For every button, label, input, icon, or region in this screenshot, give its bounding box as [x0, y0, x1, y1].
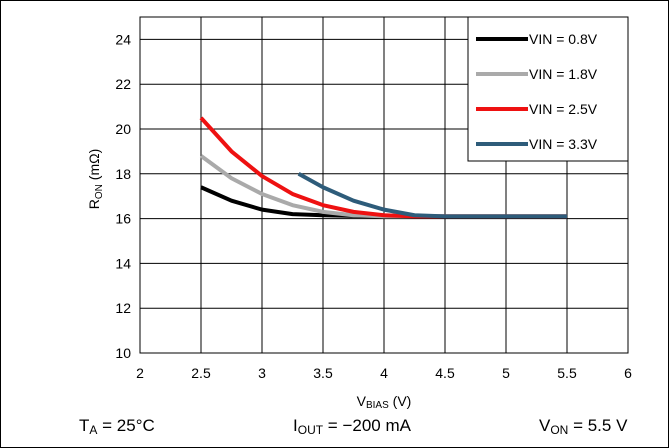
x-axis-label: VBIAS (V): [357, 393, 412, 411]
y-axis-label-sub: ON: [94, 184, 105, 199]
x-axis-label-unit: (V): [389, 393, 412, 409]
plot-area-border: [139, 16, 629, 354]
y-axis-label: RON (mΩ): [86, 149, 105, 209]
x-tick-label: 2.5: [191, 365, 211, 381]
condition-ta-sub: A: [89, 423, 98, 437]
condition-von-value: = 5.5 V: [568, 416, 628, 435]
y-tick-label: 18: [115, 166, 131, 182]
y-tick-label: 24: [115, 31, 131, 47]
y-tick-label: 14: [115, 255, 131, 271]
tick-labels: 2 2.5 3 3.5 4 4.5 5 5.5 6 10 12 14 16 18 20 22 24: [115, 31, 632, 381]
condition-von-sub: ON: [550, 423, 569, 437]
x-tick-label: 2: [136, 365, 144, 381]
legend-label-2: VIN = 2.5V: [529, 101, 598, 117]
condition-iout-main: I: [293, 416, 298, 435]
series-lines: [199, 116, 567, 219]
x-tick-label: 3: [258, 365, 266, 381]
y-tick-label: 12: [115, 300, 131, 316]
x-tick-label: 3.5: [313, 365, 333, 381]
y-tick-label: 20: [115, 121, 131, 137]
y-tick-label: 22: [115, 76, 131, 92]
condition-ta-value: = 25°C: [97, 416, 155, 435]
condition-von: VON = 5.5 V: [539, 416, 627, 437]
y-axis-label-unit: (mΩ): [86, 149, 102, 184]
y-tick-label: 10: [115, 345, 131, 361]
condition-iout-value: = −200 mA: [323, 416, 411, 435]
x-tick-label: 5.5: [557, 365, 577, 381]
x-axis-label-sub: BIAS: [366, 400, 389, 411]
y-tick-label: 16: [115, 211, 131, 227]
condition-iout: IOUT = −200 mA: [293, 416, 411, 437]
legend-label-3: VIN = 3.3V: [529, 136, 598, 152]
condition-ta-main: T: [79, 416, 90, 435]
x-tick-label: 4.5: [435, 365, 455, 381]
condition-von-main: V: [539, 416, 551, 435]
condition-iout-sub: OUT: [297, 423, 324, 437]
series-line-3: [297, 172, 567, 219]
grid: [139, 17, 629, 354]
x-tick-label: 5: [502, 365, 510, 381]
legend-label-1: VIN = 1.8V: [529, 66, 598, 82]
x-axis-label-main: V: [357, 393, 367, 409]
condition-ta: TA = 25°C: [79, 416, 155, 437]
x-tick-label: 4: [380, 365, 388, 381]
x-tick-label: 6: [624, 365, 632, 381]
y-axis-label-main: R: [86, 199, 102, 209]
legend-label-0: VIN = 0.8V: [529, 31, 598, 47]
legend: VIN = 0.8V VIN = 1.8V VIN = 2.5V VIN = 3.3V: [467, 16, 629, 162]
